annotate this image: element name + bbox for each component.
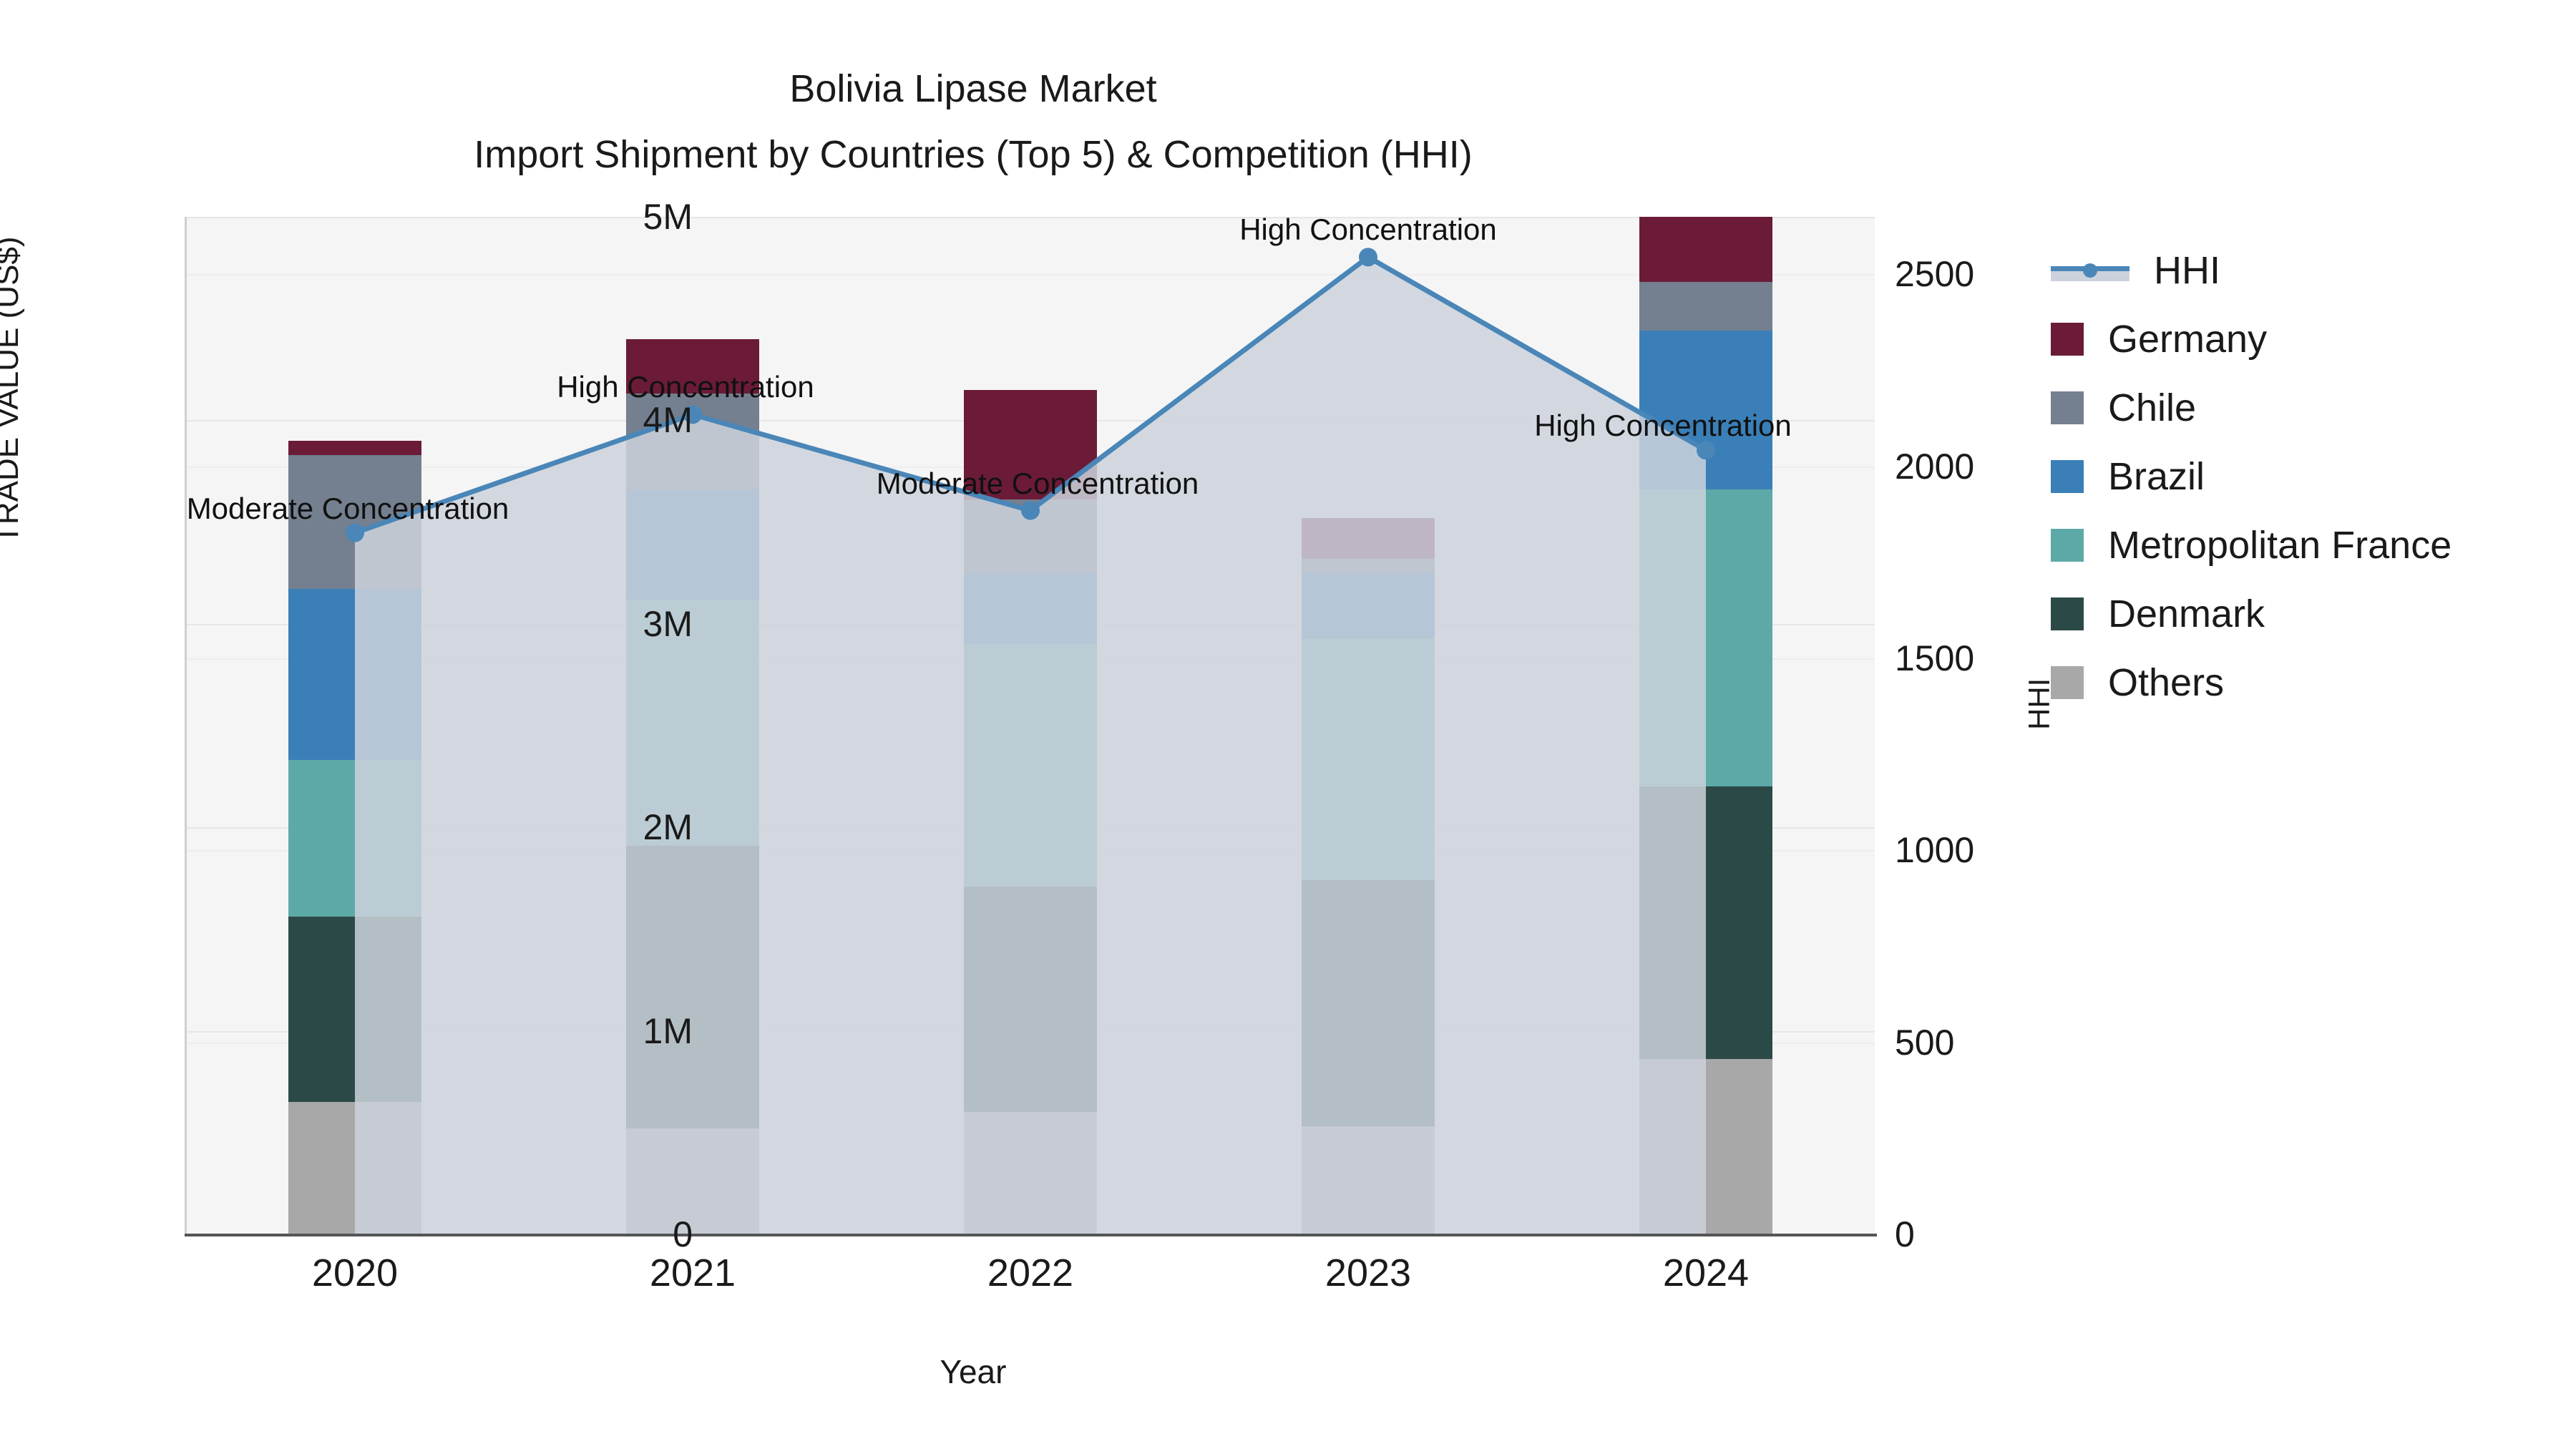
x-axis-line: [185, 1234, 1877, 1236]
gridline-minor: [186, 274, 1875, 276]
annotation-2021: High Concentration: [557, 370, 814, 404]
hhi-markers: [346, 248, 1715, 542]
hhi-marker-2023[interactable]: [1359, 248, 1377, 267]
legend-item-chile[interactable]: Chile: [2051, 374, 2566, 442]
y-tick-right-1000: 1000: [1895, 830, 1975, 871]
legend-swatch-icon: [2051, 597, 2084, 630]
annotation-2020: Moderate Concentration: [186, 491, 509, 525]
x-tick-2024: 2024: [1662, 1252, 1750, 1294]
legend-label: Metropolitan France: [2108, 524, 2452, 567]
title-line-1: Bolivia Lipase Market: [789, 67, 1157, 110]
title-line-2: Import Shipment by Countries (Top 5) & C…: [474, 133, 1473, 176]
legend: HHI Germany Chile Brazil Metropolitan France…: [2051, 236, 2566, 717]
legend-label: Others: [2108, 661, 2225, 704]
hhi-marker-2022[interactable]: [1021, 501, 1040, 520]
legend-swatch-icon: [2051, 666, 2084, 699]
legend-label: Denmark: [2108, 592, 2265, 635]
x-tick-2022: 2022: [987, 1252, 1074, 1294]
hhi-marker-2021[interactable]: [683, 405, 702, 424]
x-tick-2020: 2020: [311, 1252, 399, 1294]
annotation-2023: High Concentration: [1239, 213, 1497, 247]
y-tick-right-2500: 2500: [1895, 254, 1975, 295]
y-tick-left-4M: 4M: [643, 400, 693, 441]
plot-area: [186, 217, 1875, 1234]
y-axis-left-label: TRADE VALUE (US$): [0, 236, 25, 545]
y-tick-right-0: 0: [1895, 1214, 1915, 1254]
legend-item-brazil[interactable]: Brazil: [2051, 442, 2566, 511]
gridline-major: [186, 217, 1875, 218]
y-tick-left-2M: 2M: [643, 807, 693, 848]
chart-title: Bolivia Lipase Market Import Shipment by…: [0, 56, 1946, 187]
x-tick-2023: 2023: [1324, 1252, 1412, 1294]
legend-swatch-icon: [2051, 529, 2084, 562]
bar-segment-chile[interactable]: [1639, 282, 1772, 331]
legend-item-hhi[interactable]: HHI: [2051, 236, 2566, 305]
legend-label: HHI: [2154, 249, 2220, 292]
hhi-series: [346, 248, 1715, 1234]
legend-label: Brazil: [2108, 455, 2205, 498]
hhi-area-fill: [355, 257, 1706, 1234]
y-tick-left-5M: 5M: [643, 197, 693, 237]
y-tick-left-3M: 3M: [643, 603, 693, 644]
y-axis-line: [185, 217, 187, 1236]
x-axis-label: Year: [940, 1353, 1007, 1390]
annotation-2024: High Concentration: [1534, 409, 1792, 443]
y-tick-right-1500: 1500: [1895, 638, 1975, 679]
y-tick-right-2000: 2000: [1895, 446, 1975, 487]
legend-item-others[interactable]: Others: [2051, 648, 2566, 717]
y-tick-left-0: 0: [673, 1214, 693, 1254]
bar-segment-germany[interactable]: [626, 338, 759, 394]
legend-swatch-icon: [2051, 323, 2084, 356]
hhi-marker-2020[interactable]: [346, 523, 364, 542]
annotation-2022: Moderate Concentration: [876, 466, 1199, 500]
legend-item-metropolitan-france[interactable]: Metropolitan France: [2051, 511, 2566, 580]
hhi-marker-2024[interactable]: [1697, 441, 1715, 460]
legend-item-germany[interactable]: Germany: [2051, 305, 2566, 374]
legend-label: Germany: [2108, 318, 2268, 361]
legend-line-marker-icon: [2051, 254, 2129, 287]
legend-swatch-icon: [2051, 391, 2084, 424]
bar-segment-germany[interactable]: [1639, 217, 1772, 283]
legend-item-denmark[interactable]: Denmark: [2051, 580, 2566, 648]
y-tick-right-500: 500: [1895, 1022, 1955, 1063]
plot-clip: [186, 217, 1875, 1234]
legend-swatch-icon: [2051, 460, 2084, 493]
bar-segment-germany[interactable]: [288, 440, 421, 455]
x-tick-2021: 2021: [649, 1252, 736, 1294]
legend-label: Chile: [2108, 386, 2197, 429]
y-tick-left-1M: 1M: [643, 1010, 693, 1051]
